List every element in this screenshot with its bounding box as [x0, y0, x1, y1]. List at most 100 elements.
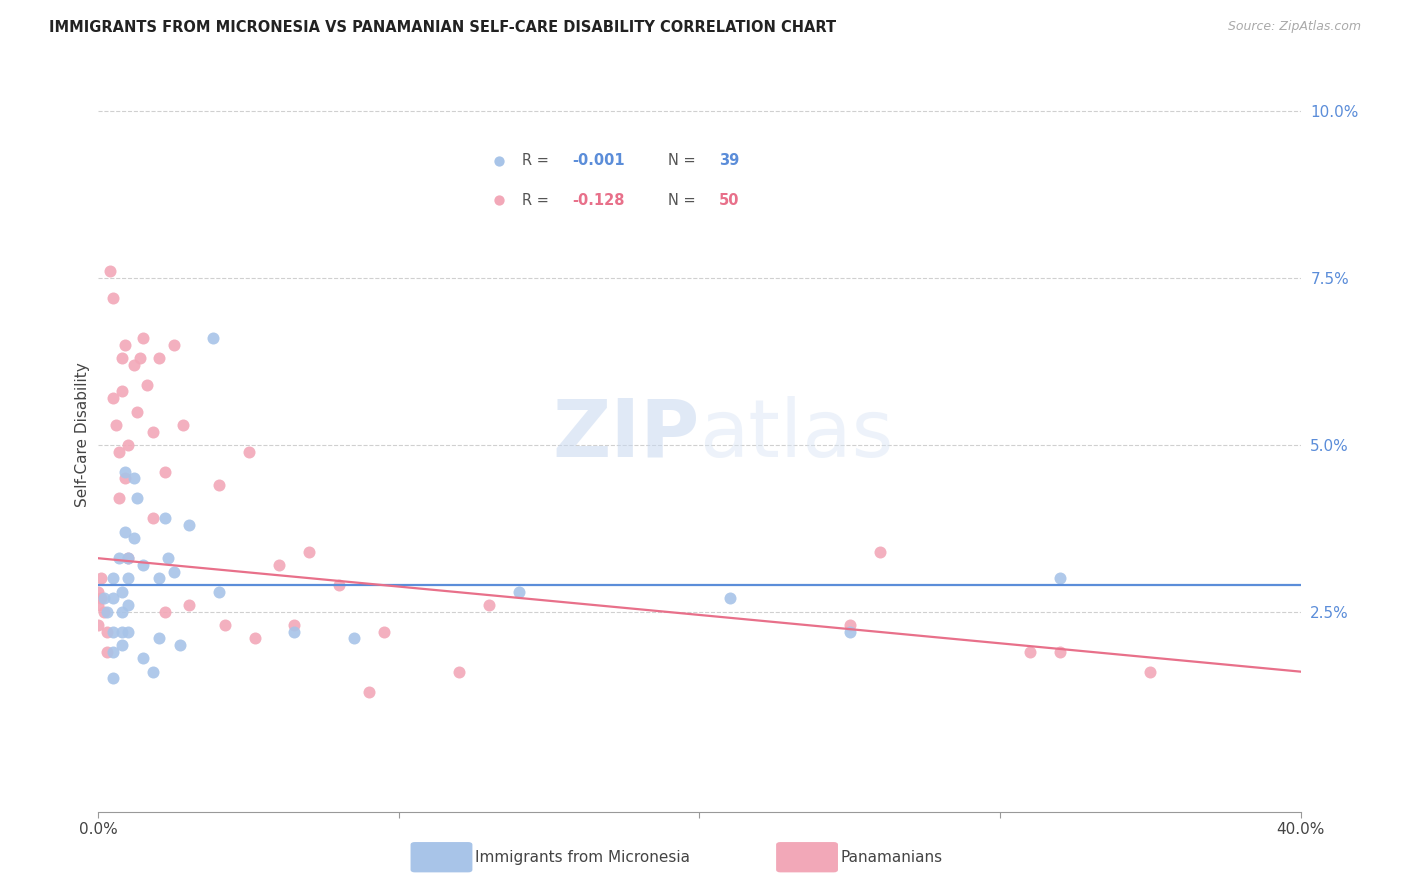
Point — [93, 591, 115, 606]
Point — [103, 291, 125, 305]
Point — [100, 264, 122, 278]
Point — [117, 571, 139, 585]
Text: ZIP: ZIP — [553, 396, 700, 474]
Text: N =: N = — [668, 153, 700, 168]
Point — [87, 598, 110, 612]
Point — [208, 478, 231, 492]
Point — [238, 444, 260, 458]
Text: atlas: atlas — [700, 396, 894, 474]
Point — [141, 511, 163, 525]
Text: Source: ZipAtlas.com: Source: ZipAtlas.com — [1227, 20, 1361, 33]
Point — [114, 465, 136, 479]
Point — [357, 684, 380, 698]
Point — [1049, 571, 1071, 585]
Point — [111, 351, 134, 366]
Point — [111, 384, 134, 399]
Point — [153, 465, 176, 479]
Point — [1139, 665, 1161, 679]
Point — [208, 584, 231, 599]
Point — [373, 624, 395, 639]
Point — [103, 645, 125, 659]
Point — [117, 551, 139, 566]
Point — [108, 491, 131, 506]
Point — [141, 425, 163, 439]
Point — [478, 598, 501, 612]
Point — [114, 471, 136, 485]
Point — [93, 605, 115, 619]
Point — [105, 417, 128, 432]
Point — [488, 194, 510, 208]
Point — [153, 605, 176, 619]
Point — [108, 444, 131, 458]
Point — [177, 517, 200, 532]
Text: -0.001: -0.001 — [572, 153, 626, 168]
Text: IMMIGRANTS FROM MICRONESIA VS PANAMANIAN SELF-CARE DISABILITY CORRELATION CHART: IMMIGRANTS FROM MICRONESIA VS PANAMANIAN… — [49, 20, 837, 35]
Text: -0.128: -0.128 — [572, 193, 626, 208]
Point — [162, 338, 184, 352]
Point — [153, 511, 176, 525]
Point — [103, 591, 125, 606]
Text: Immigrants from Micronesia: Immigrants from Micronesia — [475, 850, 690, 864]
Point — [132, 331, 155, 345]
Point — [103, 391, 125, 405]
Text: 39: 39 — [720, 153, 740, 168]
Point — [124, 358, 146, 372]
Point — [114, 524, 136, 539]
Point — [90, 571, 112, 585]
Point — [132, 651, 155, 665]
Point — [117, 598, 139, 612]
Text: R =: R = — [522, 153, 553, 168]
Point — [243, 632, 266, 646]
Point — [1049, 645, 1071, 659]
Point — [111, 605, 134, 619]
Point — [103, 624, 125, 639]
Point — [124, 531, 146, 545]
Point — [87, 618, 110, 632]
Point — [718, 591, 741, 606]
Text: R =: R = — [522, 193, 553, 208]
Point — [141, 665, 163, 679]
Point — [96, 605, 118, 619]
Point — [869, 544, 891, 558]
Point — [127, 404, 149, 418]
Point — [838, 624, 860, 639]
Point — [96, 645, 118, 659]
Text: Panamanians: Panamanians — [841, 850, 943, 864]
Text: N =: N = — [668, 193, 700, 208]
Text: 50: 50 — [720, 193, 740, 208]
Y-axis label: Self-Care Disability: Self-Care Disability — [75, 362, 90, 508]
Point — [103, 571, 125, 585]
Point — [132, 558, 155, 572]
Point — [103, 671, 125, 685]
Point — [111, 638, 134, 652]
Point — [114, 338, 136, 352]
Point — [148, 632, 170, 646]
Point — [156, 551, 179, 566]
Point — [1019, 645, 1042, 659]
Point — [117, 624, 139, 639]
Point — [214, 618, 236, 632]
Point — [488, 153, 510, 168]
Point — [298, 544, 321, 558]
Point — [283, 618, 305, 632]
Point — [267, 558, 290, 572]
Point — [90, 591, 112, 606]
Point — [177, 598, 200, 612]
Point — [87, 584, 110, 599]
Point — [169, 638, 191, 652]
Point — [148, 571, 170, 585]
Point — [124, 471, 146, 485]
Point — [117, 438, 139, 452]
Point — [343, 632, 366, 646]
Point — [201, 331, 224, 345]
Point — [148, 351, 170, 366]
Point — [135, 377, 157, 392]
Point — [129, 351, 152, 366]
Point — [96, 624, 118, 639]
Point — [162, 565, 184, 579]
Point — [328, 578, 350, 592]
Point — [108, 551, 131, 566]
Point — [127, 491, 149, 506]
Point — [117, 551, 139, 566]
Point — [172, 417, 194, 432]
